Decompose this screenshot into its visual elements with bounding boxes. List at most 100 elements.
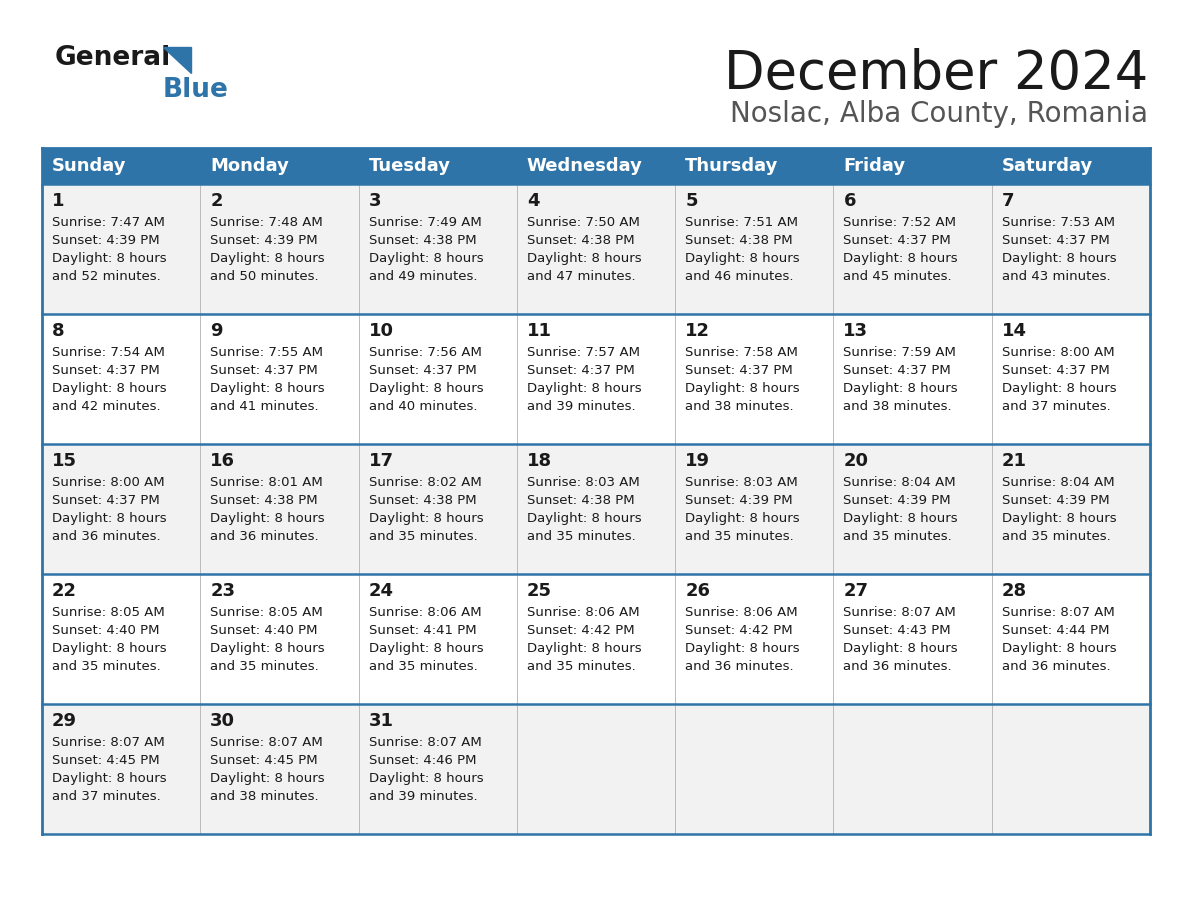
Text: Sunrise: 7:51 AM: Sunrise: 7:51 AM bbox=[685, 216, 798, 229]
Text: and 38 minutes.: and 38 minutes. bbox=[685, 400, 794, 413]
Text: December 2024: December 2024 bbox=[723, 48, 1148, 100]
Text: Daylight: 8 hours: Daylight: 8 hours bbox=[526, 512, 642, 525]
Text: Daylight: 8 hours: Daylight: 8 hours bbox=[52, 512, 166, 525]
Text: Sunrise: 8:03 AM: Sunrise: 8:03 AM bbox=[685, 476, 798, 489]
Text: Daylight: 8 hours: Daylight: 8 hours bbox=[368, 512, 484, 525]
Text: Sunset: 4:42 PM: Sunset: 4:42 PM bbox=[685, 624, 792, 637]
Text: Sunrise: 8:05 AM: Sunrise: 8:05 AM bbox=[52, 606, 165, 619]
Text: 23: 23 bbox=[210, 582, 235, 600]
Text: and 35 minutes.: and 35 minutes. bbox=[843, 530, 952, 543]
Text: Sunrise: 7:57 AM: Sunrise: 7:57 AM bbox=[526, 346, 640, 359]
Text: Daylight: 8 hours: Daylight: 8 hours bbox=[210, 642, 324, 655]
Text: Sunrise: 8:04 AM: Sunrise: 8:04 AM bbox=[1001, 476, 1114, 489]
Text: 30: 30 bbox=[210, 712, 235, 730]
Text: Blue: Blue bbox=[163, 77, 229, 103]
Text: Sunset: 4:39 PM: Sunset: 4:39 PM bbox=[1001, 494, 1110, 507]
Text: and 36 minutes.: and 36 minutes. bbox=[685, 660, 794, 673]
Text: Sunset: 4:39 PM: Sunset: 4:39 PM bbox=[52, 234, 159, 247]
Text: Sunrise: 8:00 AM: Sunrise: 8:00 AM bbox=[52, 476, 165, 489]
Text: 20: 20 bbox=[843, 452, 868, 470]
Text: and 35 minutes.: and 35 minutes. bbox=[526, 660, 636, 673]
Text: Sunset: 4:38 PM: Sunset: 4:38 PM bbox=[685, 234, 792, 247]
Text: and 36 minutes.: and 36 minutes. bbox=[1001, 660, 1111, 673]
Text: Sunrise: 7:53 AM: Sunrise: 7:53 AM bbox=[1001, 216, 1114, 229]
Text: Tuesday: Tuesday bbox=[368, 157, 450, 175]
Text: Sunset: 4:39 PM: Sunset: 4:39 PM bbox=[685, 494, 792, 507]
Polygon shape bbox=[163, 47, 191, 73]
Text: Sunset: 4:37 PM: Sunset: 4:37 PM bbox=[843, 234, 952, 247]
Text: Daylight: 8 hours: Daylight: 8 hours bbox=[210, 772, 324, 785]
Text: Sunset: 4:39 PM: Sunset: 4:39 PM bbox=[210, 234, 318, 247]
Text: Sunrise: 8:01 AM: Sunrise: 8:01 AM bbox=[210, 476, 323, 489]
Text: and 35 minutes.: and 35 minutes. bbox=[210, 660, 320, 673]
Text: Sunset: 4:38 PM: Sunset: 4:38 PM bbox=[526, 234, 634, 247]
Text: Sunrise: 8:04 AM: Sunrise: 8:04 AM bbox=[843, 476, 956, 489]
Text: and 35 minutes.: and 35 minutes. bbox=[368, 530, 478, 543]
Text: Sunset: 4:38 PM: Sunset: 4:38 PM bbox=[526, 494, 634, 507]
Text: Daylight: 8 hours: Daylight: 8 hours bbox=[210, 382, 324, 395]
Text: Sunrise: 8:07 AM: Sunrise: 8:07 AM bbox=[843, 606, 956, 619]
Text: Daylight: 8 hours: Daylight: 8 hours bbox=[1001, 252, 1117, 265]
Text: Daylight: 8 hours: Daylight: 8 hours bbox=[685, 512, 800, 525]
Text: Daylight: 8 hours: Daylight: 8 hours bbox=[843, 642, 958, 655]
Text: Sunrise: 8:00 AM: Sunrise: 8:00 AM bbox=[1001, 346, 1114, 359]
Text: Daylight: 8 hours: Daylight: 8 hours bbox=[368, 382, 484, 395]
Text: General: General bbox=[55, 45, 171, 71]
Text: Sunset: 4:40 PM: Sunset: 4:40 PM bbox=[52, 624, 159, 637]
Text: and 37 minutes.: and 37 minutes. bbox=[1001, 400, 1111, 413]
Text: and 35 minutes.: and 35 minutes. bbox=[52, 660, 160, 673]
Text: Daylight: 8 hours: Daylight: 8 hours bbox=[843, 512, 958, 525]
Text: Sunrise: 8:07 AM: Sunrise: 8:07 AM bbox=[368, 736, 481, 749]
Text: 24: 24 bbox=[368, 582, 393, 600]
Text: Sunrise: 7:52 AM: Sunrise: 7:52 AM bbox=[843, 216, 956, 229]
Text: Sunset: 4:38 PM: Sunset: 4:38 PM bbox=[368, 494, 476, 507]
Text: Daylight: 8 hours: Daylight: 8 hours bbox=[52, 772, 166, 785]
Text: 6: 6 bbox=[843, 192, 855, 210]
Text: Sunrise: 7:50 AM: Sunrise: 7:50 AM bbox=[526, 216, 639, 229]
Text: and 45 minutes.: and 45 minutes. bbox=[843, 270, 952, 283]
Text: 29: 29 bbox=[52, 712, 77, 730]
Text: Sunset: 4:40 PM: Sunset: 4:40 PM bbox=[210, 624, 317, 637]
Text: Daylight: 8 hours: Daylight: 8 hours bbox=[52, 642, 166, 655]
Text: Sunrise: 8:06 AM: Sunrise: 8:06 AM bbox=[368, 606, 481, 619]
Text: 15: 15 bbox=[52, 452, 77, 470]
Text: Daylight: 8 hours: Daylight: 8 hours bbox=[526, 252, 642, 265]
Text: Daylight: 8 hours: Daylight: 8 hours bbox=[52, 382, 166, 395]
Text: Sunset: 4:37 PM: Sunset: 4:37 PM bbox=[685, 364, 792, 377]
Bar bbox=[42, 184, 1150, 314]
Text: and 36 minutes.: and 36 minutes. bbox=[52, 530, 160, 543]
Text: Sunset: 4:37 PM: Sunset: 4:37 PM bbox=[52, 494, 159, 507]
Text: Sunset: 4:38 PM: Sunset: 4:38 PM bbox=[210, 494, 318, 507]
Text: Daylight: 8 hours: Daylight: 8 hours bbox=[368, 642, 484, 655]
Bar bbox=[42, 704, 1150, 834]
Text: Sunrise: 8:06 AM: Sunrise: 8:06 AM bbox=[685, 606, 798, 619]
Text: and 41 minutes.: and 41 minutes. bbox=[210, 400, 318, 413]
Text: 28: 28 bbox=[1001, 582, 1026, 600]
Text: Sunset: 4:37 PM: Sunset: 4:37 PM bbox=[1001, 364, 1110, 377]
Text: Daylight: 8 hours: Daylight: 8 hours bbox=[685, 382, 800, 395]
Text: and 52 minutes.: and 52 minutes. bbox=[52, 270, 160, 283]
Text: and 47 minutes.: and 47 minutes. bbox=[526, 270, 636, 283]
Text: Daylight: 8 hours: Daylight: 8 hours bbox=[526, 642, 642, 655]
Text: 12: 12 bbox=[685, 322, 710, 340]
Text: Daylight: 8 hours: Daylight: 8 hours bbox=[1001, 382, 1117, 395]
Text: and 42 minutes.: and 42 minutes. bbox=[52, 400, 160, 413]
Text: Sunrise: 8:02 AM: Sunrise: 8:02 AM bbox=[368, 476, 481, 489]
Text: 4: 4 bbox=[526, 192, 539, 210]
Text: Sunrise: 8:03 AM: Sunrise: 8:03 AM bbox=[526, 476, 639, 489]
Text: 5: 5 bbox=[685, 192, 697, 210]
Text: Sunrise: 8:05 AM: Sunrise: 8:05 AM bbox=[210, 606, 323, 619]
Text: Daylight: 8 hours: Daylight: 8 hours bbox=[843, 382, 958, 395]
Text: 25: 25 bbox=[526, 582, 552, 600]
Text: and 35 minutes.: and 35 minutes. bbox=[526, 530, 636, 543]
Text: Daylight: 8 hours: Daylight: 8 hours bbox=[843, 252, 958, 265]
Text: Sunrise: 7:47 AM: Sunrise: 7:47 AM bbox=[52, 216, 165, 229]
Text: 16: 16 bbox=[210, 452, 235, 470]
Text: Daylight: 8 hours: Daylight: 8 hours bbox=[52, 252, 166, 265]
Text: Daylight: 8 hours: Daylight: 8 hours bbox=[368, 772, 484, 785]
Text: Sunrise: 7:56 AM: Sunrise: 7:56 AM bbox=[368, 346, 481, 359]
Text: Sunrise: 8:06 AM: Sunrise: 8:06 AM bbox=[526, 606, 639, 619]
Text: Sunset: 4:37 PM: Sunset: 4:37 PM bbox=[1001, 234, 1110, 247]
Text: Sunset: 4:45 PM: Sunset: 4:45 PM bbox=[52, 754, 159, 767]
Text: 19: 19 bbox=[685, 452, 710, 470]
